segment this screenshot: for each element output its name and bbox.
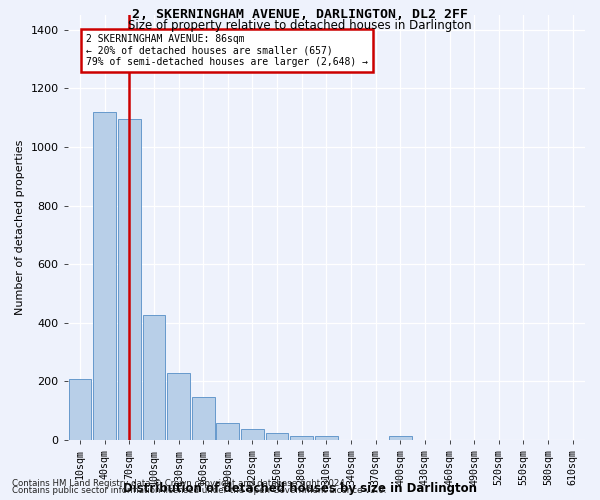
Bar bbox=[68, 380, 91, 440]
Bar bbox=[217, 424, 239, 440]
Bar bbox=[241, 429, 264, 440]
Bar bbox=[315, 436, 338, 440]
Text: 2, SKERNINGHAM AVENUE, DARLINGTON, DL2 2FF: 2, SKERNINGHAM AVENUE, DARLINGTON, DL2 2… bbox=[132, 8, 468, 20]
Text: Size of property relative to detached houses in Darlington: Size of property relative to detached ho… bbox=[128, 18, 472, 32]
Bar bbox=[118, 119, 140, 440]
Bar bbox=[167, 372, 190, 440]
Bar bbox=[94, 112, 116, 440]
Bar bbox=[143, 316, 165, 440]
Text: Distribution of detached houses by size in Darlington: Distribution of detached houses by size … bbox=[123, 482, 477, 495]
Bar bbox=[266, 432, 289, 440]
Text: Contains public sector information licensed under the Open Government Licence v3: Contains public sector information licen… bbox=[12, 486, 386, 495]
Bar bbox=[290, 436, 313, 440]
Bar bbox=[389, 436, 412, 440]
Text: 2 SKERNINGHAM AVENUE: 86sqm
← 20% of detached houses are smaller (657)
79% of se: 2 SKERNINGHAM AVENUE: 86sqm ← 20% of det… bbox=[86, 34, 368, 68]
Bar bbox=[192, 396, 215, 440]
Y-axis label: Number of detached properties: Number of detached properties bbox=[15, 140, 25, 315]
Text: Contains HM Land Registry data © Crown copyright and database right 2024.: Contains HM Land Registry data © Crown c… bbox=[12, 478, 347, 488]
